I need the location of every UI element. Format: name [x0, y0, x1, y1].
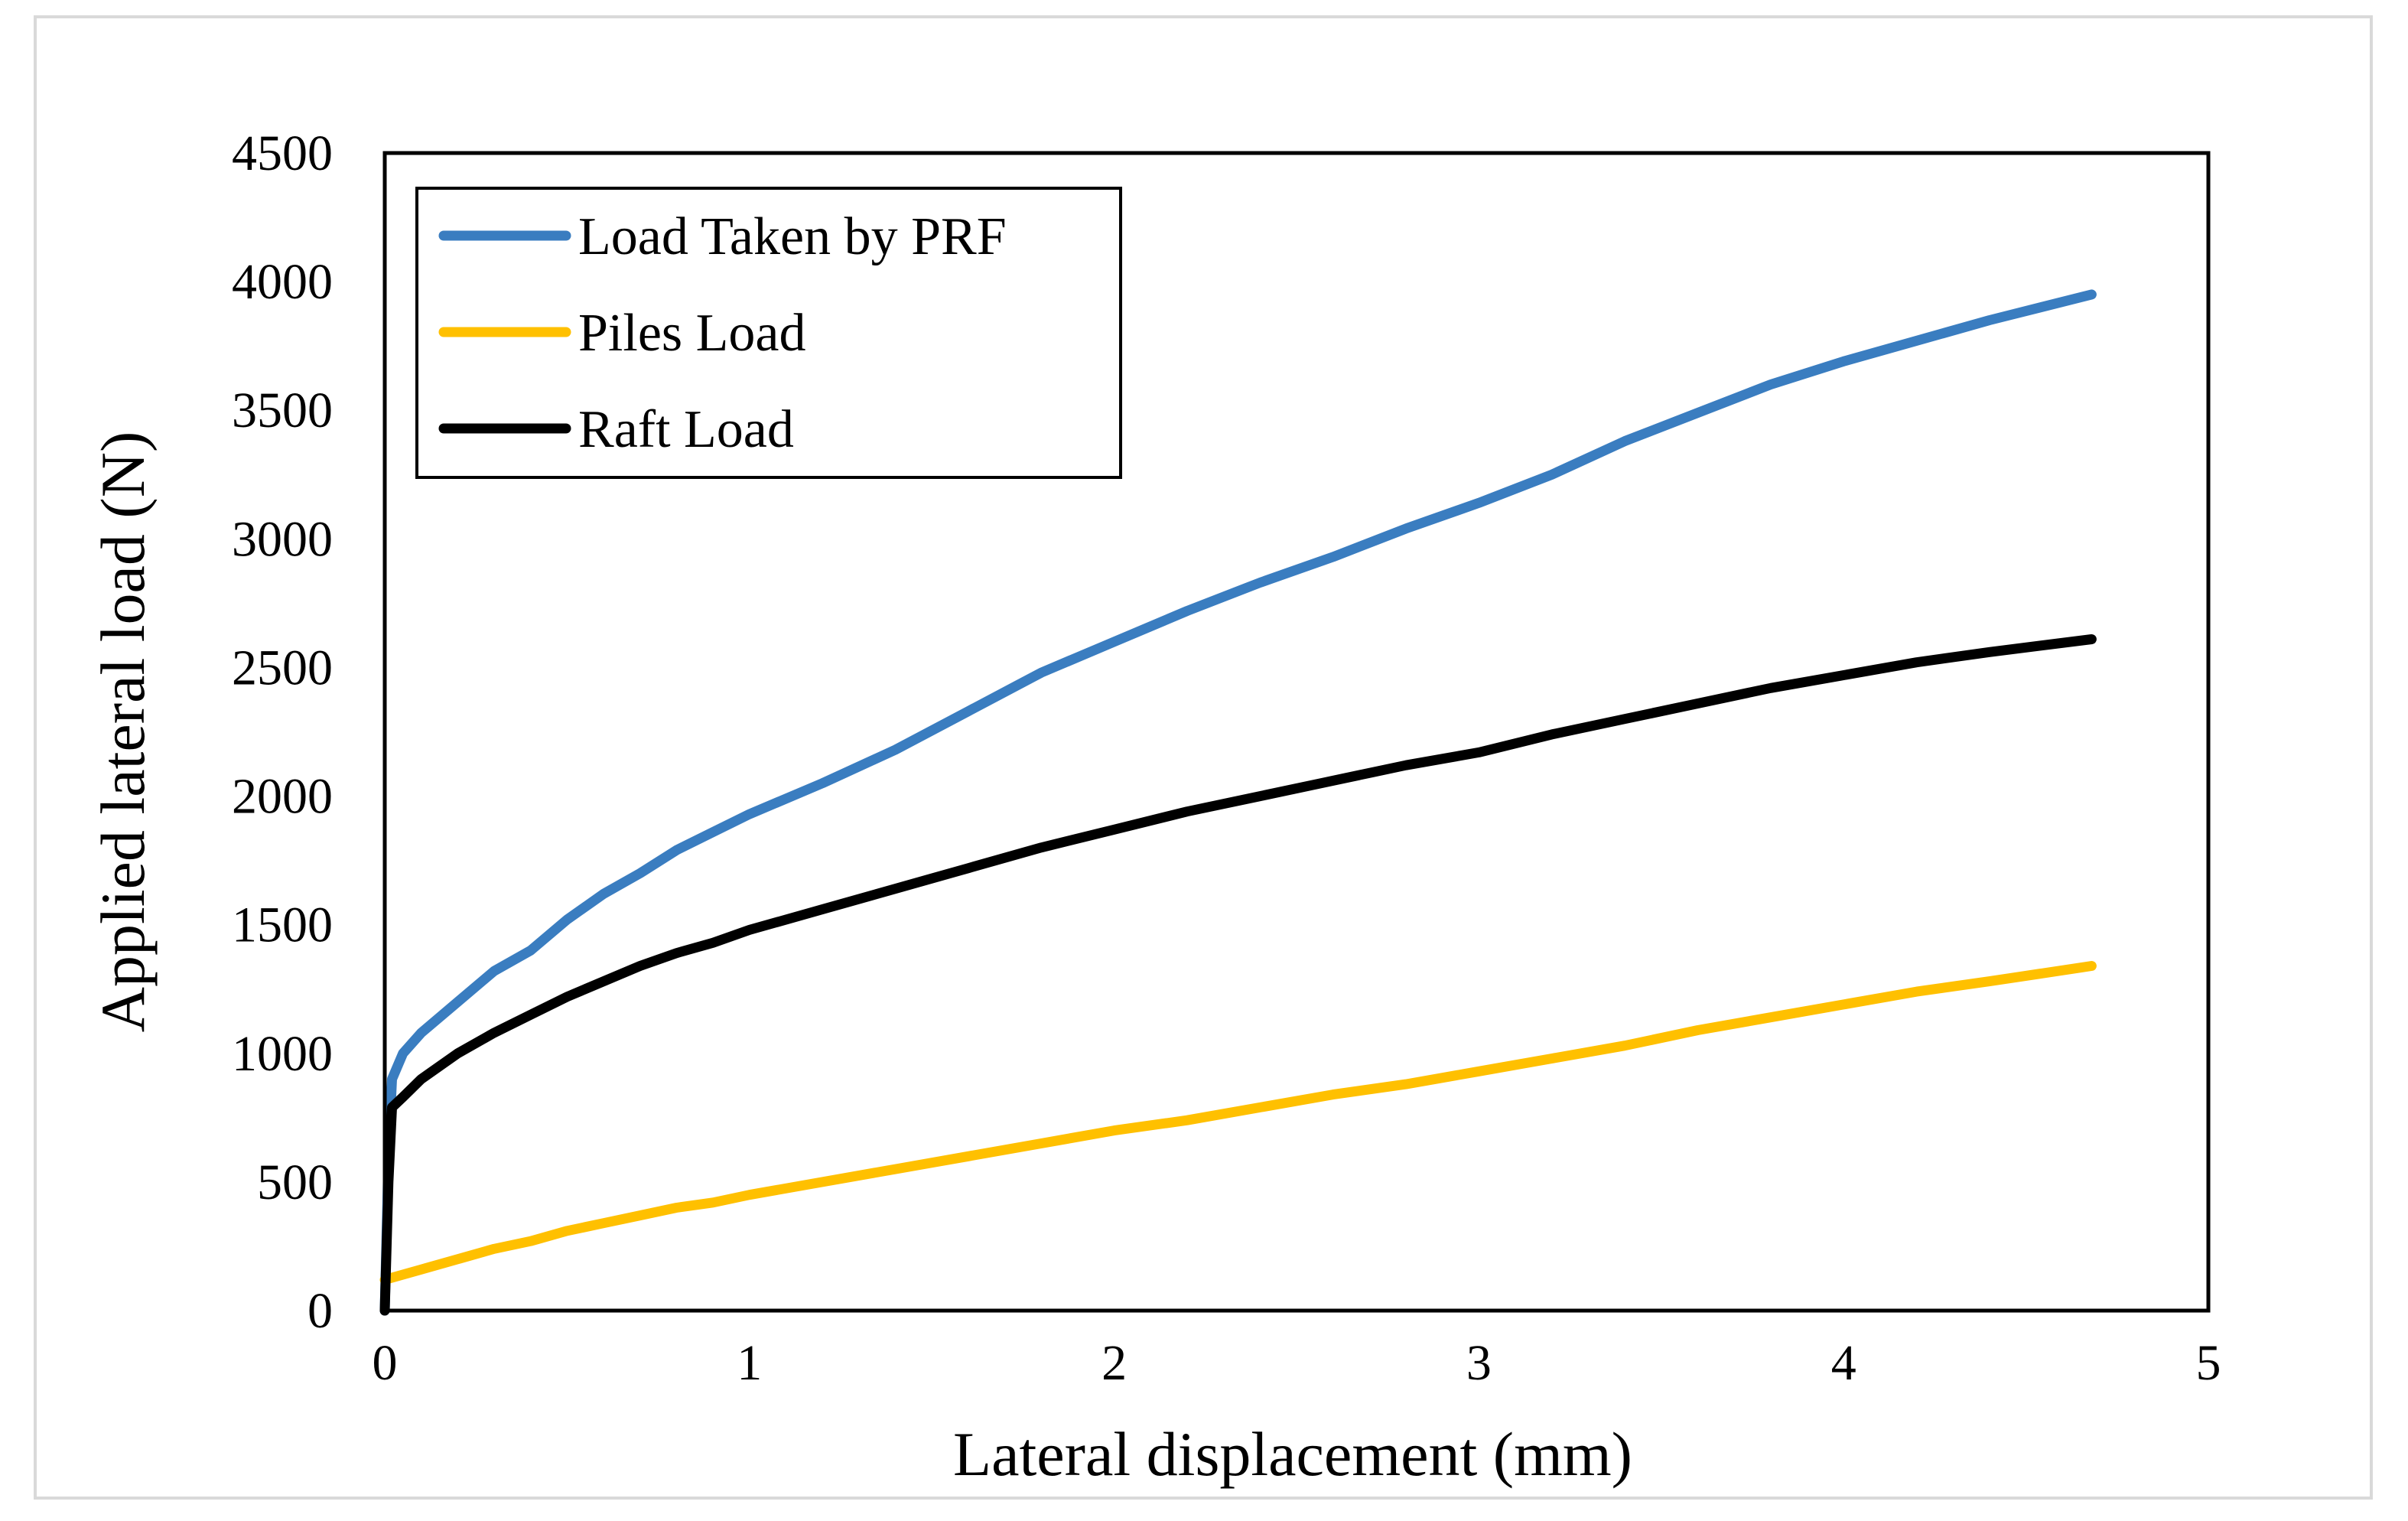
legend: Load Taken by PRF Piles Load Raft Load	[415, 187, 1122, 479]
series-line-0	[379, 289, 2097, 1316]
y-tick-label: 4500	[232, 125, 333, 181]
plot-area	[382, 151, 2211, 1313]
y-tick-label: 2500	[232, 640, 333, 695]
x-tick-labels: 0 1 2 3 4 5	[373, 1335, 2221, 1391]
y-tick-label: 4000	[232, 254, 333, 310]
chart-frame	[34, 15, 2373, 1500]
y-tick-label: 500	[257, 1155, 333, 1210]
x-tick-label: 1	[737, 1335, 762, 1391]
y-tick-label: 2000	[232, 769, 333, 825]
series-line-2	[379, 634, 2097, 1316]
x-tick-label: 4	[1831, 1335, 1856, 1391]
legend-label-0: Load Taken by PRF	[578, 207, 1007, 266]
legend-label-2: Raft Load	[578, 400, 794, 459]
x-tick-label: 3	[1466, 1335, 1492, 1391]
y-tick-label: 1500	[232, 897, 333, 953]
y-axis-title: Applied lateral load (N)	[88, 432, 158, 1033]
legend-items: Load Taken by PRF Piles Load Raft Load	[438, 207, 1007, 459]
series-line-1	[379, 961, 2097, 1285]
y-tick-label: 1000	[232, 1026, 333, 1082]
x-axis-title: Lateral displacement (mm)	[953, 1419, 1632, 1489]
series-layer	[379, 289, 2097, 1316]
x-tick-label: 0	[373, 1335, 398, 1391]
y-tick-label: 0	[308, 1283, 333, 1339]
y-tick-label: 3500	[232, 383, 333, 438]
y-tick-label: 3000	[232, 511, 333, 567]
legend-label-1: Piles Load	[578, 304, 805, 363]
x-tick-label: 2	[1101, 1335, 1127, 1391]
y-tick-labels: 0 500 1000 1500 2000 2500 3000 3500 4000 4500	[232, 125, 333, 1339]
x-tick-label: 5	[2196, 1335, 2221, 1391]
